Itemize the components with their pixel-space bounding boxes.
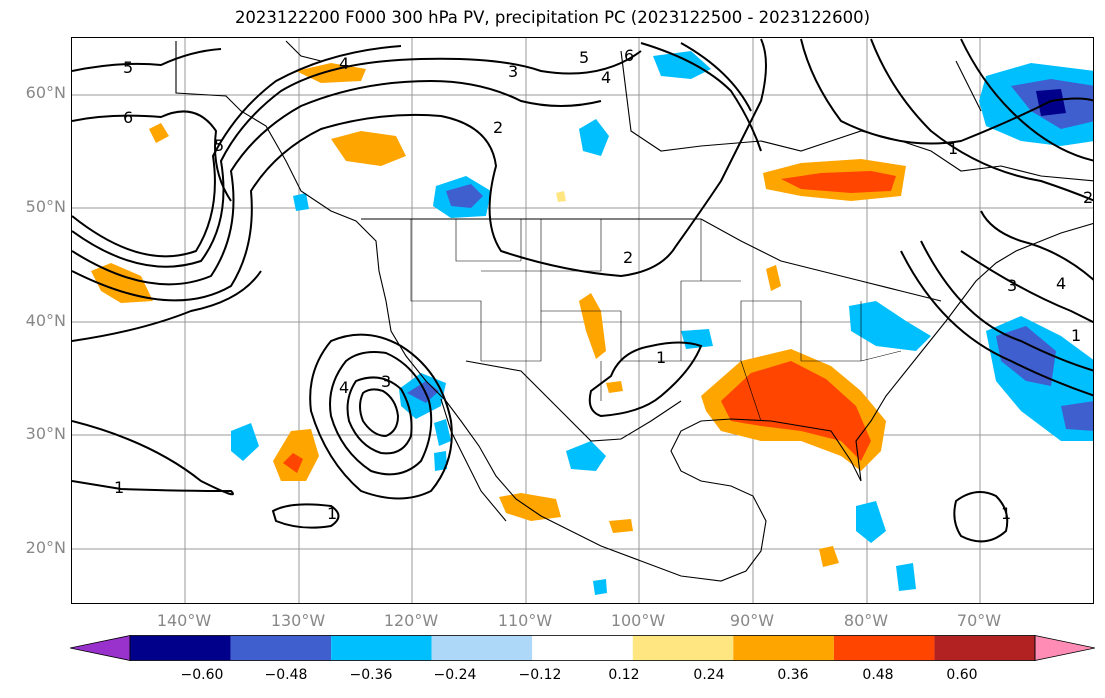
colorbar-tick-label: −0.24 — [433, 667, 477, 683]
contour-label: 1 — [327, 504, 337, 523]
contour-label: 5 — [123, 58, 133, 77]
lon-label-100w: 100°W — [610, 611, 666, 630]
map-panel: 5 6 5 4 3 2 5 4 6 2 1 1 3 4 1 1 2 1 3 4 … — [71, 37, 1094, 604]
contour-label: 3 — [381, 372, 391, 391]
precip-negative-areas — [231, 51, 1093, 595]
colorbar-segment — [431, 635, 533, 661]
map-canvas: 5 6 5 4 3 2 5 4 6 2 1 1 3 4 1 1 2 1 3 4 … — [72, 38, 1093, 603]
lon-label-130w: 130°W — [270, 611, 326, 630]
contour-label: 1 — [1001, 504, 1011, 523]
contour-label: 3 — [508, 62, 518, 81]
contour-label: 2 — [623, 248, 633, 267]
colorbar-tick-label: 0.12 — [608, 667, 640, 683]
colorbar-extend-high — [1034, 635, 1095, 661]
colorbar-tick-label: 0.48 — [862, 667, 894, 683]
contour-label: 1 — [1071, 326, 1081, 345]
lon-label-80w: 80°W — [843, 611, 889, 630]
lon-label-120w: 120°W — [383, 611, 439, 630]
lat-label-30: 30°N — [25, 424, 66, 443]
colorbar-segment — [130, 635, 231, 661]
colorbar-extend-low — [70, 635, 131, 661]
contour-label: 2 — [1083, 188, 1093, 207]
colorbar-tick-label: −0.36 — [349, 667, 393, 683]
colorbar-segment — [632, 635, 734, 661]
contour-label: 4 — [339, 54, 349, 73]
lon-label-110w: 110°W — [497, 611, 553, 630]
contour-label: 1 — [948, 139, 958, 158]
pv-contours — [72, 38, 1093, 543]
coastlines — [175, 40, 1093, 582]
contour-label: 2 — [493, 118, 503, 137]
colorbar-segment — [934, 635, 1035, 661]
contour-label: 1 — [656, 348, 666, 367]
colorbar-segment — [532, 635, 633, 661]
colorbar-segment — [331, 635, 432, 661]
contour-label: 5 — [579, 48, 589, 67]
colorbar-frame — [129, 635, 1036, 661]
contour-labels: 5 6 5 4 3 2 5 4 6 2 1 1 3 4 1 1 2 1 3 4 … — [114, 46, 1093, 523]
lat-label-40: 40°N — [25, 311, 66, 330]
contour-label: 4 — [1056, 274, 1066, 293]
colorbar — [70, 635, 1095, 661]
colorbar-tick-label: −0.48 — [264, 667, 308, 683]
graticule — [72, 38, 1093, 603]
lon-label-70w: 70°W — [956, 611, 1002, 630]
colorbar-segment — [733, 635, 834, 661]
state-borders — [410, 219, 902, 422]
contour-label: 1 — [114, 478, 124, 497]
colorbar-tick-label: −0.60 — [180, 667, 224, 683]
lon-label-90w: 90°W — [729, 611, 775, 630]
contour-label: 6 — [624, 46, 634, 65]
map-title: 2023122200 F000 300 hPa PV, precipitatio… — [234, 8, 871, 27]
contour-label: 4 — [339, 378, 349, 397]
colorbar-tick-label: 0.24 — [693, 667, 725, 683]
lat-label-20: 20°N — [25, 538, 66, 557]
colorbar-tick-label: −0.12 — [518, 667, 562, 683]
colorbar-segment — [833, 635, 935, 661]
lat-label-60: 60°N — [25, 83, 66, 102]
contour-label: 3 — [1007, 276, 1017, 295]
colorbar-tick-label: 0.36 — [777, 667, 809, 683]
lon-label-140w: 140°W — [156, 611, 212, 630]
colorbar-tick-label: 0.60 — [946, 667, 978, 683]
contour-label: 5 — [214, 136, 224, 155]
contour-label: 6 — [123, 108, 133, 127]
colorbar-segments — [70, 635, 1095, 661]
colorbar-segment — [230, 635, 332, 661]
lat-label-50: 50°N — [25, 197, 66, 216]
contour-label: 4 — [601, 68, 611, 87]
